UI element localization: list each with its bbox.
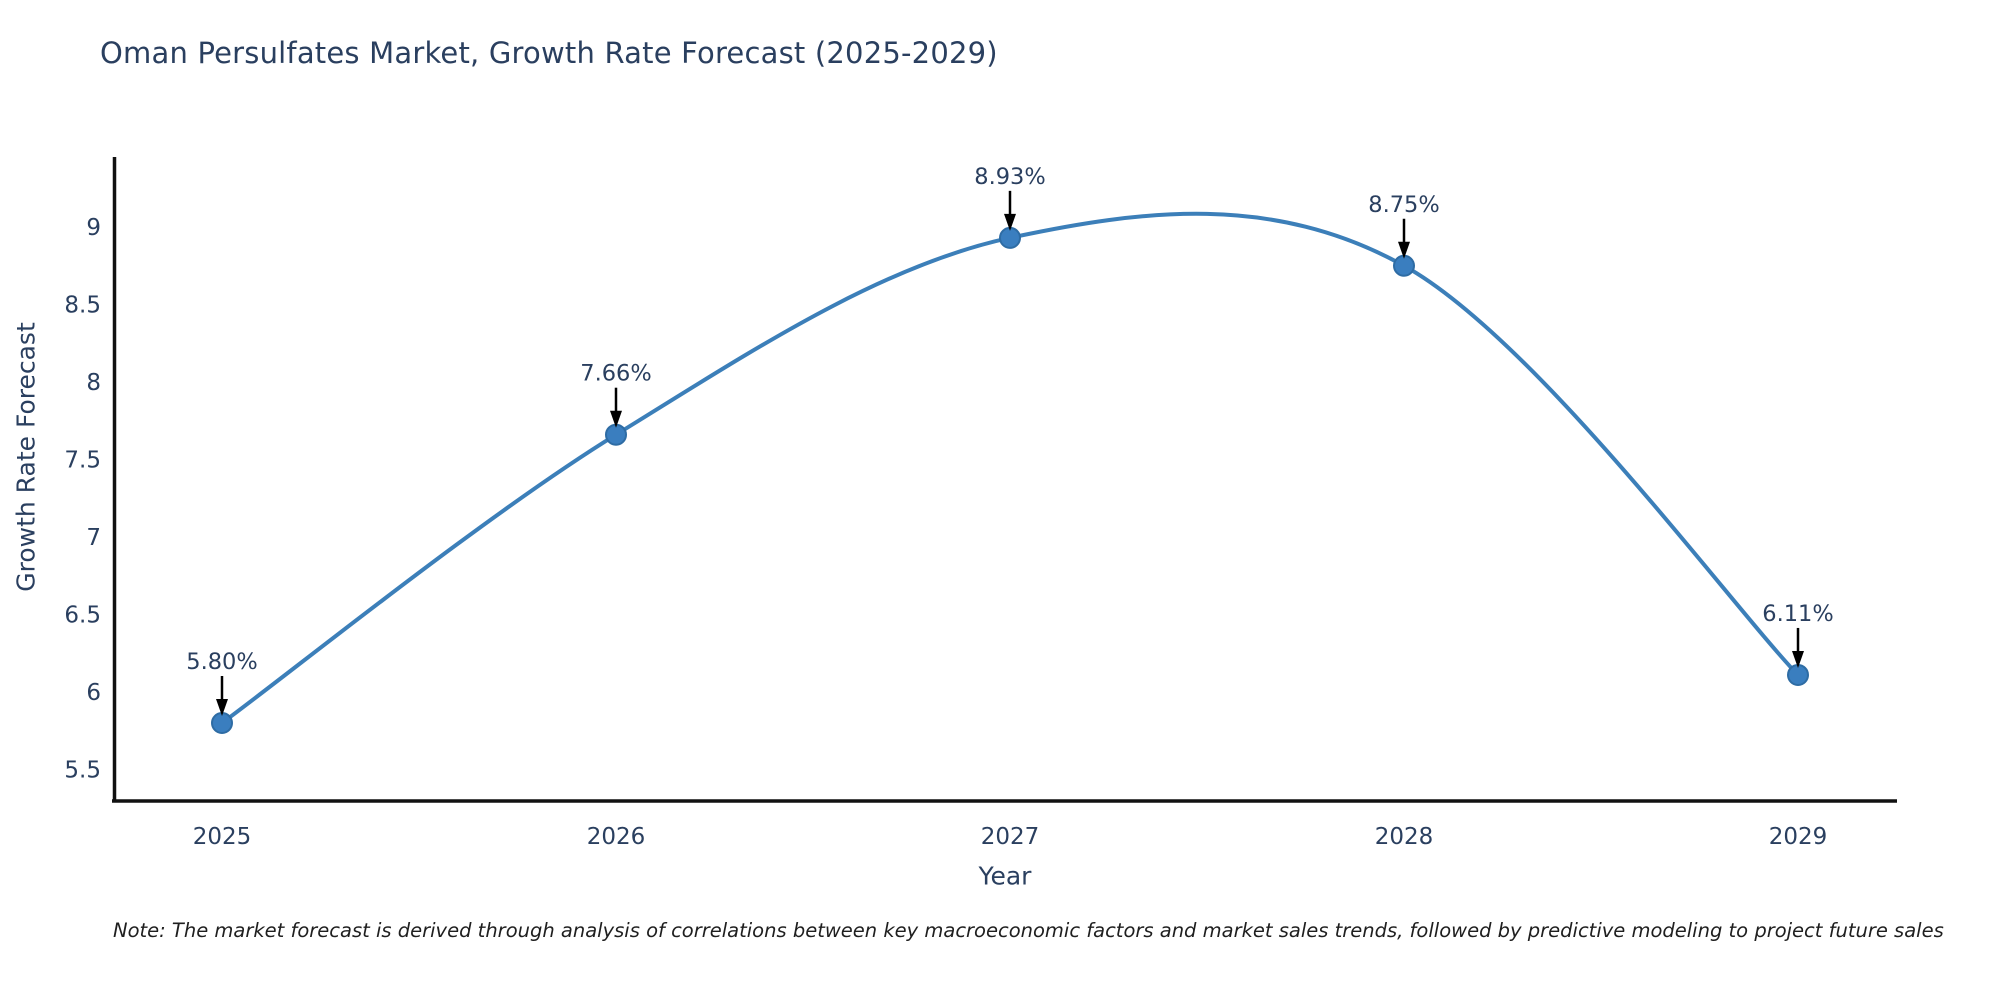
annotation-arrowhead (1004, 213, 1016, 231)
y-tick-label: 9 (86, 215, 101, 241)
x-tick-label: 2025 (193, 824, 252, 850)
y-tick-label: 7 (86, 525, 101, 551)
y-tick-label: 8.5 (64, 293, 101, 319)
y-tick-label: 7.5 (64, 448, 101, 474)
annotation-arrowhead (216, 699, 228, 716)
annotation-arrowhead (1792, 650, 1804, 668)
chart-note: Note: The market forecast is derived thr… (113, 919, 1944, 942)
point-annotation-label: 8.93% (974, 164, 1045, 190)
y-tick-label: 8 (86, 370, 101, 396)
x-tick-label: 2028 (1375, 824, 1434, 850)
annotation-arrowhead (610, 410, 622, 428)
y-tick-label: 6 (86, 680, 101, 706)
x-tick-label: 2027 (981, 824, 1040, 850)
y-tick-label: 5.5 (64, 758, 101, 784)
x-tick-label: 2029 (1769, 824, 1828, 850)
x-tick-label: 2026 (587, 824, 646, 850)
chart-title: Oman Persulfates Market, Growth Rate For… (100, 36, 998, 70)
x-axis-title: Year (978, 861, 1032, 891)
line-series-path (220, 211, 1800, 725)
y-tick-label: 6.5 (64, 603, 101, 629)
point-annotation-label: 8.75% (1368, 192, 1439, 218)
point-annotation-label: 7.66% (580, 361, 651, 387)
point-annotation-label: 6.11% (1762, 601, 1833, 627)
annotation-arrowhead (1398, 241, 1410, 259)
point-annotation-label: 5.80% (186, 649, 257, 675)
